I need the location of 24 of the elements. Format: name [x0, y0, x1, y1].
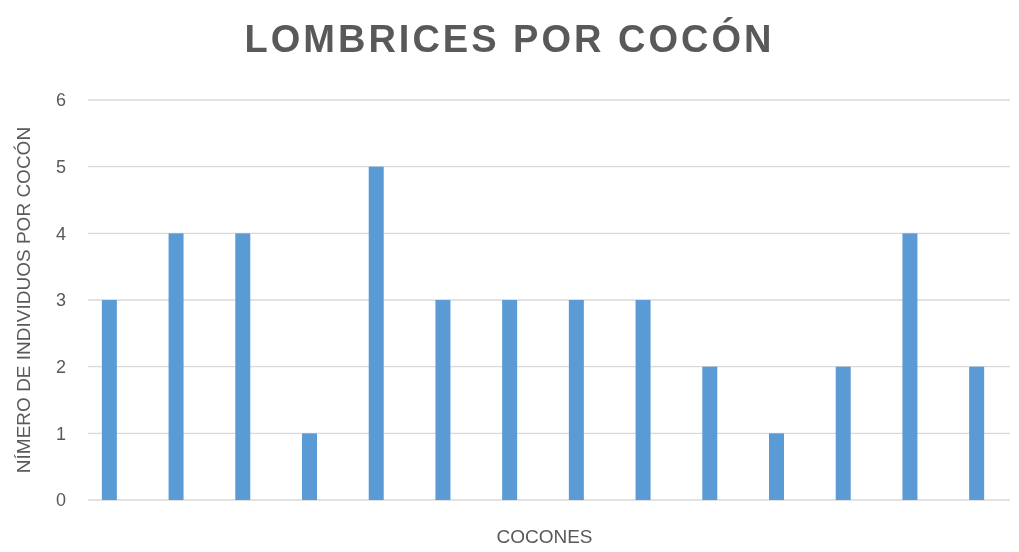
bar: [101, 300, 117, 500]
bar: [168, 233, 184, 500]
bar: [502, 300, 518, 500]
y-tick-label: 1: [55, 423, 66, 444]
y-tick-label: 3: [55, 290, 66, 311]
bar: [769, 433, 784, 500]
y-tick-label: 2: [55, 356, 66, 377]
bar: [835, 366, 851, 500]
y-tick-label: 4: [55, 223, 66, 244]
bar: [902, 233, 918, 500]
bar: [368, 166, 384, 500]
bar: [635, 300, 651, 500]
y-axis-title: NÍMERO DE INDIVIDUOS POR COCÓN: [13, 126, 34, 474]
y-tick-label: 0: [55, 490, 66, 511]
x-axis-title: COCONES: [496, 526, 593, 547]
bar: [969, 366, 985, 500]
bar: [235, 233, 251, 500]
chart-title: LOMBRICES POR COCÓN: [244, 17, 775, 60]
bar: [435, 300, 451, 500]
y-tick-label: 5: [55, 156, 66, 177]
bar: [568, 300, 584, 500]
bar: [702, 366, 718, 500]
bar: [302, 433, 317, 500]
y-tick-label: 6: [55, 90, 66, 111]
